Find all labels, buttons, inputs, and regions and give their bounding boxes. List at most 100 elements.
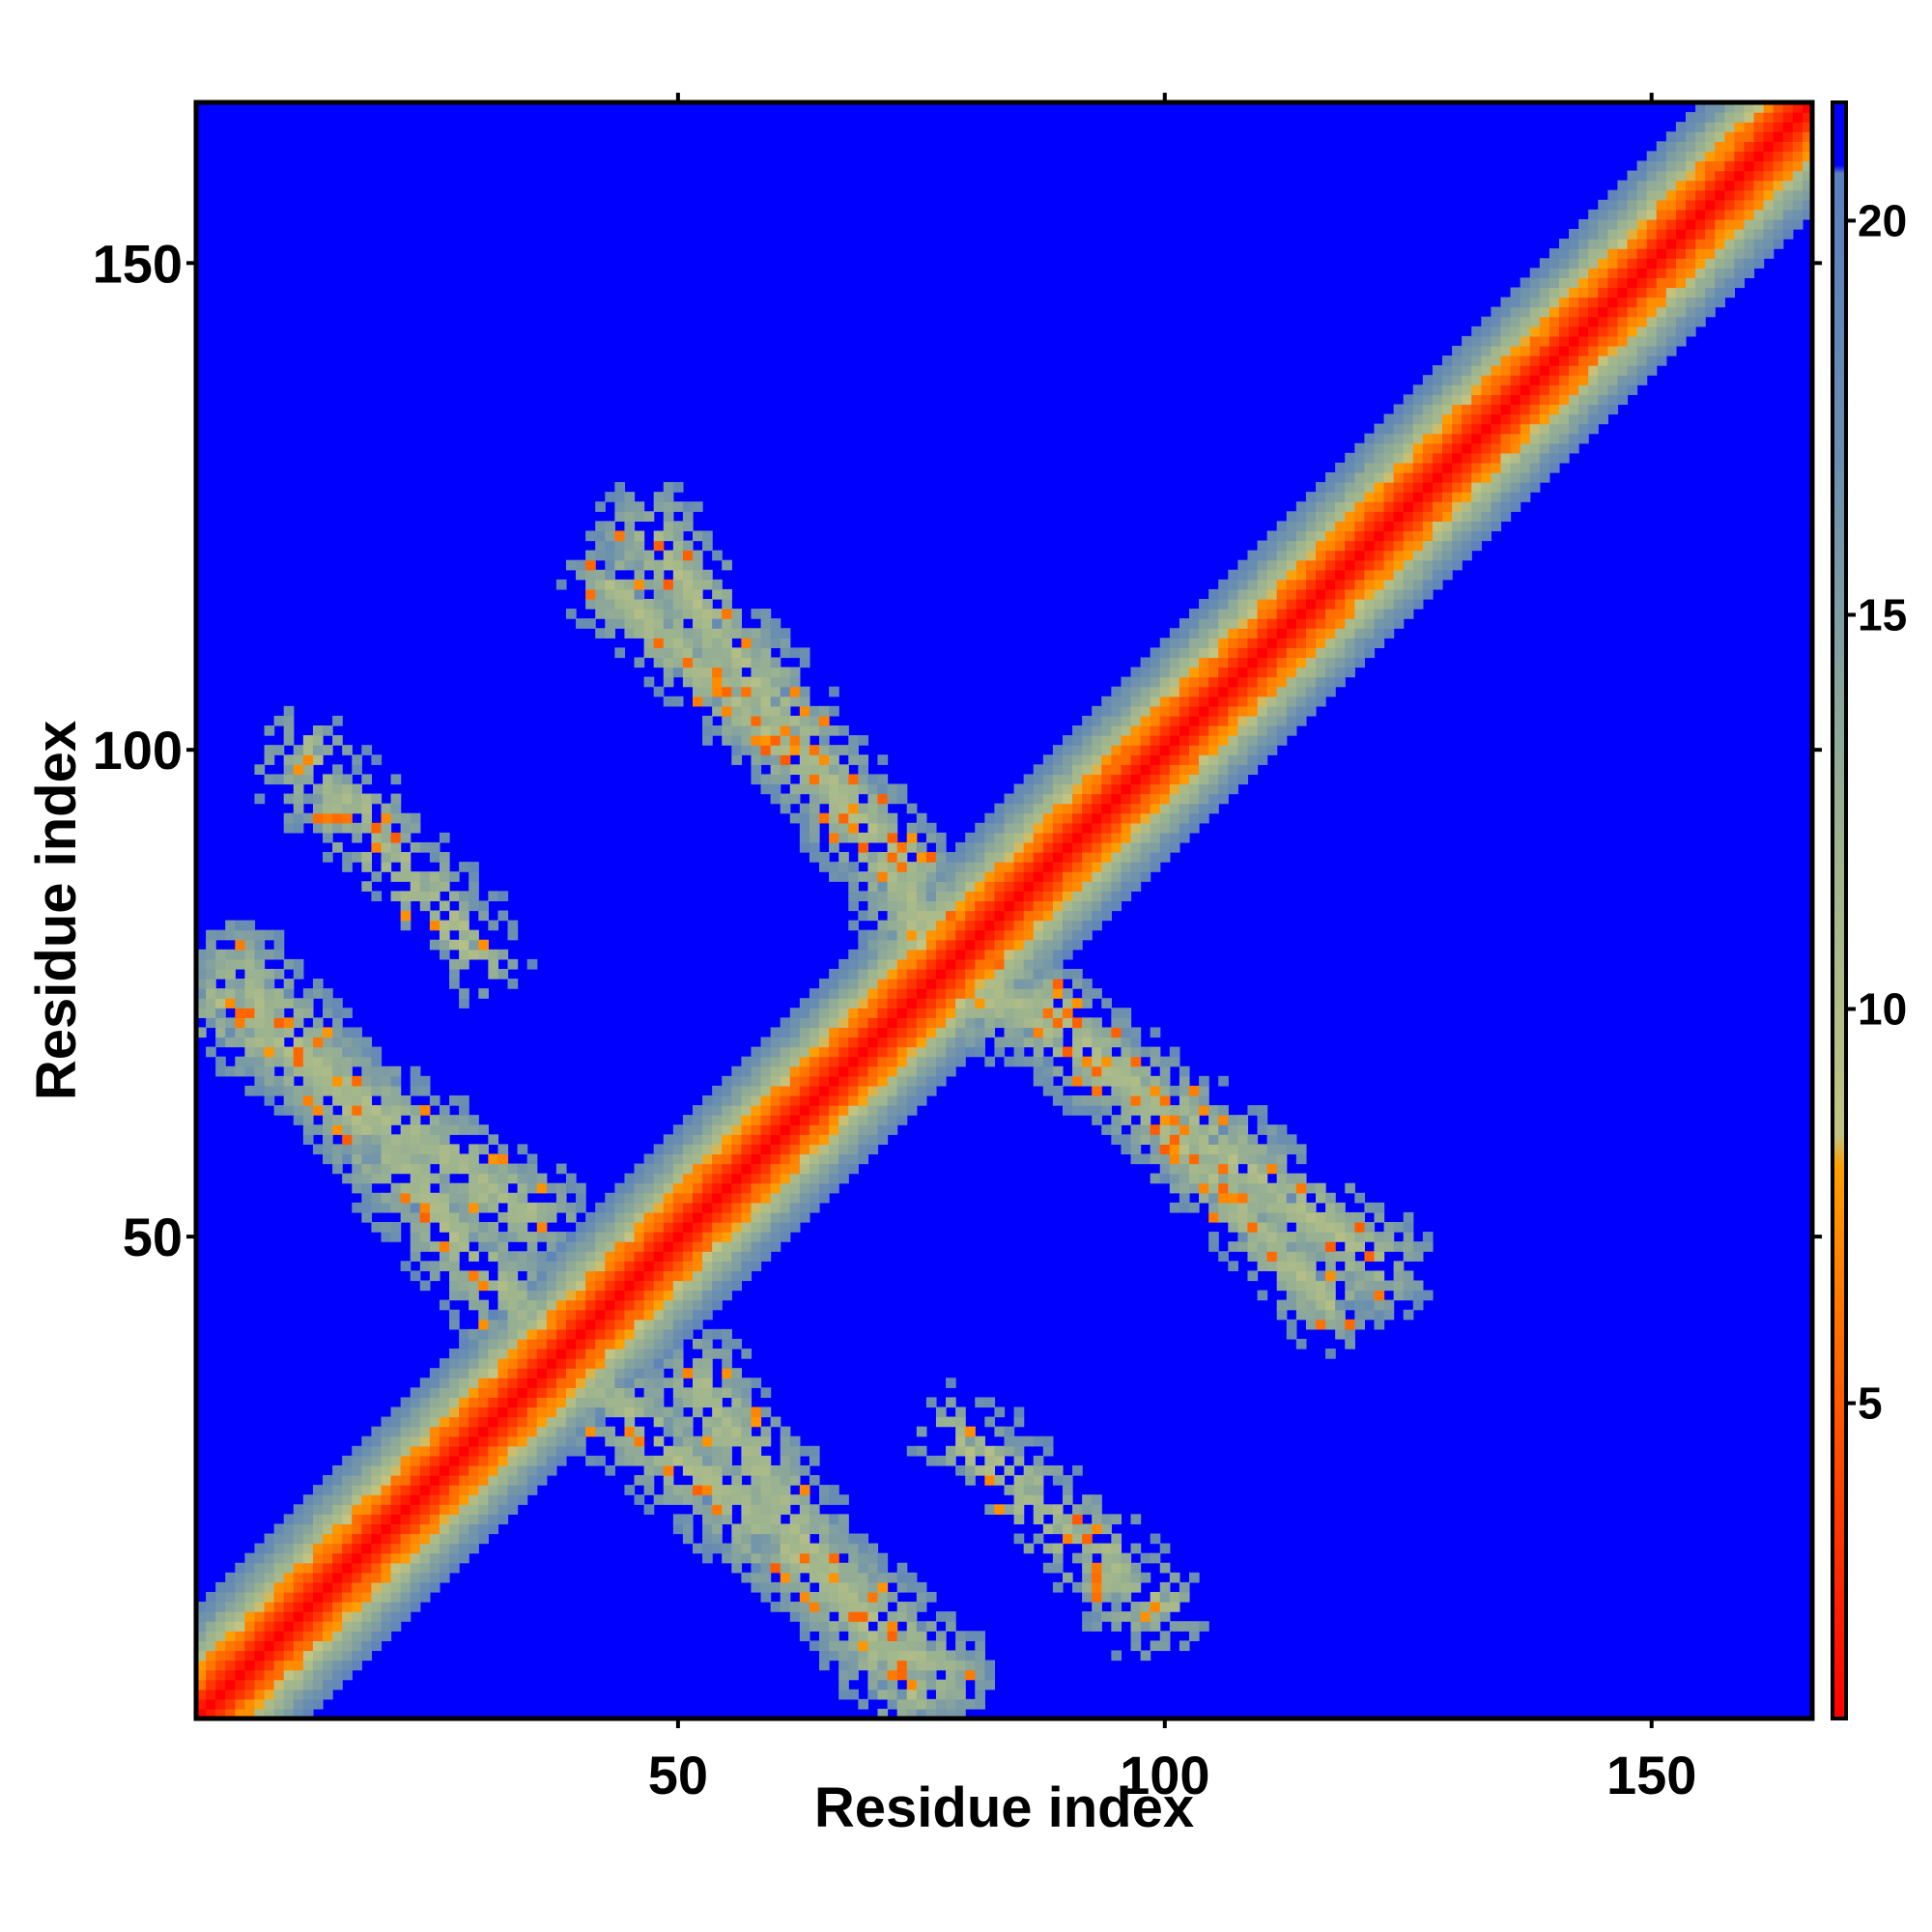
- heatmap-cell: [585, 1455, 596, 1466]
- heatmap-cell: [555, 1261, 567, 1271]
- heatmap-cell: [1266, 735, 1278, 746]
- heatmap-cell: [1199, 1144, 1209, 1155]
- heatmap-cell: [1033, 832, 1044, 843]
- heatmap-cell: [672, 1349, 684, 1359]
- heatmap-cell: [254, 1075, 266, 1087]
- heatmap-cell: [751, 1494, 762, 1505]
- heatmap-cell: [526, 1475, 538, 1486]
- heatmap-cell: [497, 968, 509, 980]
- heatmap-cell: [1130, 1631, 1142, 1641]
- heatmap-cell: [906, 900, 918, 912]
- heatmap-cell: [293, 1037, 304, 1048]
- heatmap-cell: [906, 1094, 918, 1106]
- heatmap-cell: [1013, 988, 1025, 999]
- heatmap-cell: [1276, 1251, 1288, 1262]
- heatmap-cell: [1062, 832, 1073, 843]
- heatmap-cell: [653, 588, 665, 600]
- heatmap-cell: [838, 1075, 849, 1087]
- heatmap-cell: [332, 1144, 343, 1155]
- heatmap-cell: [323, 1660, 333, 1671]
- heatmap-cell: [965, 1445, 976, 1457]
- heatmap-cell: [682, 1280, 694, 1292]
- heatmap-cell: [1188, 715, 1200, 726]
- heatmap-cell: [302, 1708, 314, 1719]
- heatmap-cell: [323, 1475, 333, 1486]
- heatmap-cell: [1062, 1094, 1073, 1106]
- heatmap-cell: [1179, 754, 1190, 765]
- heatmap-cell: [1013, 958, 1025, 970]
- heatmap-cell: [323, 783, 333, 795]
- heatmap-cell: [1140, 1602, 1151, 1612]
- heatmap-cell: [1111, 774, 1122, 785]
- heatmap-cell: [789, 745, 801, 755]
- heatmap-cell: [809, 1591, 820, 1603]
- heatmap-cell: [312, 1640, 324, 1652]
- heatmap-cell: [634, 598, 645, 610]
- heatmap-cell: [1218, 628, 1229, 639]
- heatmap-cell: [283, 1056, 295, 1067]
- heatmap-cell: [867, 1056, 879, 1067]
- heatmap-cell: [672, 667, 684, 678]
- heatmap-cell: [682, 628, 694, 639]
- heatmap-cell: [526, 1173, 538, 1184]
- heatmap-cell: [1111, 1008, 1122, 1018]
- heatmap-cell: [751, 638, 762, 648]
- heatmap-cell: [488, 1445, 499, 1457]
- heatmap-cell: [410, 1416, 421, 1428]
- heatmap-cell: [555, 1378, 567, 1388]
- heatmap-cell: [887, 1046, 898, 1058]
- heatmap-cell: [459, 1533, 469, 1545]
- heatmap-cell: [323, 822, 333, 834]
- heatmap-cell: [770, 1115, 781, 1125]
- heatmap-cell: [1295, 686, 1307, 697]
- heatmap-cell: [410, 1222, 421, 1233]
- heatmap-cell: [819, 1037, 830, 1048]
- heatmap-cell: [323, 1669, 333, 1681]
- heatmap-cell: [935, 1056, 947, 1067]
- heatmap-cell: [682, 598, 694, 610]
- heatmap-cell: [390, 1192, 402, 1204]
- heatmap-cell: [449, 1094, 460, 1106]
- heatmap-cell: [643, 1153, 655, 1165]
- heatmap-cell: [1286, 569, 1297, 581]
- heatmap-cell: [624, 1251, 636, 1262]
- heatmap-cell: [488, 1523, 499, 1535]
- heatmap-cell: [702, 1464, 713, 1476]
- heatmap-cell: [751, 1094, 762, 1106]
- heatmap-cell: [235, 920, 245, 931]
- heatmap-cell: [741, 628, 753, 639]
- heatmap-cell: [722, 1202, 732, 1213]
- heatmap-cell: [419, 1533, 431, 1545]
- heatmap-cell: [653, 686, 665, 697]
- heatmap-cell: [264, 1708, 275, 1719]
- heatmap-cell: [634, 1406, 645, 1418]
- heatmap-cell: [1062, 920, 1073, 931]
- heatmap-cell: [1188, 676, 1200, 688]
- heatmap-cell: [1140, 832, 1151, 843]
- heatmap-cell: [1286, 618, 1297, 629]
- heatmap-cell: [1111, 715, 1122, 726]
- heatmap-cell: [770, 1173, 781, 1184]
- heatmap-cell: [751, 1144, 762, 1155]
- heatmap-cell: [244, 1591, 256, 1603]
- heatmap-cell: [449, 939, 460, 951]
- heatmap-cell: [877, 958, 889, 970]
- heatmap-cell: [877, 1065, 889, 1077]
- heatmap-cell: [731, 1562, 742, 1574]
- heatmap-cell: [400, 1562, 412, 1574]
- heatmap-cell: [585, 1241, 596, 1252]
- heatmap-cell: [555, 579, 567, 590]
- heatmap-cell: [916, 1037, 927, 1048]
- heatmap-cell: [1208, 618, 1219, 629]
- heatmap-cell: [439, 1153, 450, 1165]
- heatmap-cell: [390, 1105, 402, 1116]
- heatmap-cell: [692, 530, 703, 542]
- heatmap-cell: [507, 1290, 519, 1301]
- heatmap-cell: [390, 1406, 402, 1418]
- heatmap-cell: [1305, 1280, 1317, 1292]
- heatmap-cell: [1052, 1475, 1064, 1486]
- heatmap-cell: [877, 900, 889, 912]
- heatmap-cell: [449, 1232, 460, 1242]
- heatmap-cell: [1199, 1182, 1209, 1194]
- heatmap-cell: [799, 725, 810, 736]
